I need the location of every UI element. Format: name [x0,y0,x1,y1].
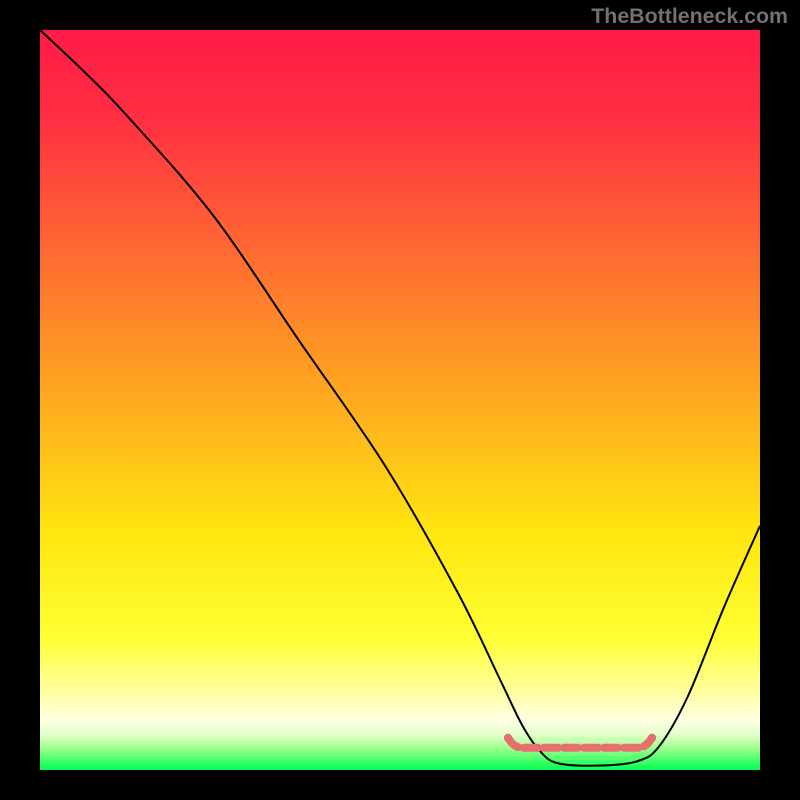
valley-marker-band [40,30,760,770]
watermark-text: TheBottleneck.com [591,4,788,29]
plot-area [40,30,760,770]
root: TheBottleneck.com [0,0,800,800]
